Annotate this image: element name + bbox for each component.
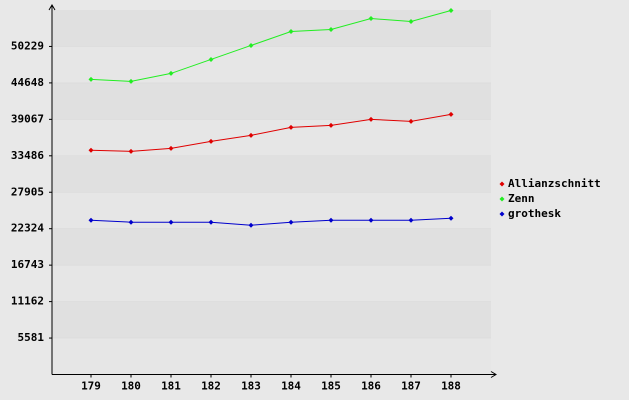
point	[288, 124, 294, 130]
point	[368, 116, 374, 122]
point	[248, 222, 254, 228]
y-tick-label: 11162	[11, 295, 44, 308]
point	[448, 111, 454, 117]
band	[52, 10, 491, 47]
x-tick-label: 181	[161, 380, 181, 393]
x-tick-label: 180	[121, 380, 141, 393]
point	[288, 28, 294, 34]
series-line	[90, 113, 452, 152]
y-tick-label: 50229	[11, 39, 44, 52]
x-tick-label: 183	[241, 380, 261, 393]
band	[52, 301, 491, 339]
x-arrow	[490, 371, 497, 378]
point	[128, 148, 134, 154]
legend-marker	[499, 181, 505, 187]
legend-marker	[499, 211, 505, 217]
y-tick-label: 16743	[11, 258, 44, 271]
x-tick-label: 185	[321, 380, 341, 393]
y-tick-label: 44648	[11, 76, 44, 89]
x-tick-label: 188	[441, 380, 461, 393]
x-tick-label: 186	[361, 380, 381, 393]
point	[168, 145, 174, 151]
y-arrow	[48, 4, 56, 11]
legend-label: grothesk	[508, 207, 561, 220]
band	[52, 82, 491, 120]
point	[368, 217, 374, 223]
x-tick-label: 187	[401, 380, 421, 393]
point	[248, 132, 254, 138]
point	[328, 26, 334, 32]
point	[88, 76, 94, 82]
x-tick-label: 182	[201, 380, 221, 393]
point	[328, 122, 334, 128]
band	[52, 155, 491, 193]
y-tick-label: 27905	[11, 185, 44, 198]
x-tick-label: 184	[281, 380, 301, 393]
legend-marker	[499, 196, 505, 202]
band	[52, 228, 491, 266]
point	[128, 78, 134, 84]
point	[168, 70, 174, 76]
y-tick-label: 5581	[18, 331, 45, 344]
x-tick-label: 179	[81, 380, 101, 393]
band	[52, 192, 491, 229]
point	[448, 8, 454, 14]
point	[248, 42, 254, 48]
point	[88, 147, 94, 153]
point	[88, 217, 94, 223]
legend-label: Zenn	[508, 192, 535, 205]
point	[208, 56, 214, 62]
point	[208, 138, 214, 144]
band	[52, 265, 491, 302]
point	[408, 217, 414, 223]
y-tick-label: 39067	[11, 112, 44, 125]
point	[368, 15, 374, 21]
band	[52, 338, 491, 375]
point	[288, 219, 294, 225]
band	[52, 46, 491, 83]
y-tick-label: 22324	[11, 222, 44, 235]
series-line	[90, 10, 452, 82]
series-line	[90, 217, 452, 226]
point	[448, 215, 454, 221]
point	[408, 118, 414, 124]
point	[208, 219, 214, 225]
legend-label: Allianzschnitt	[508, 177, 601, 190]
point	[408, 18, 414, 24]
point	[328, 217, 334, 223]
point	[168, 219, 174, 225]
point	[128, 219, 134, 225]
y-tick-label: 33486	[11, 149, 44, 162]
band	[52, 119, 491, 156]
